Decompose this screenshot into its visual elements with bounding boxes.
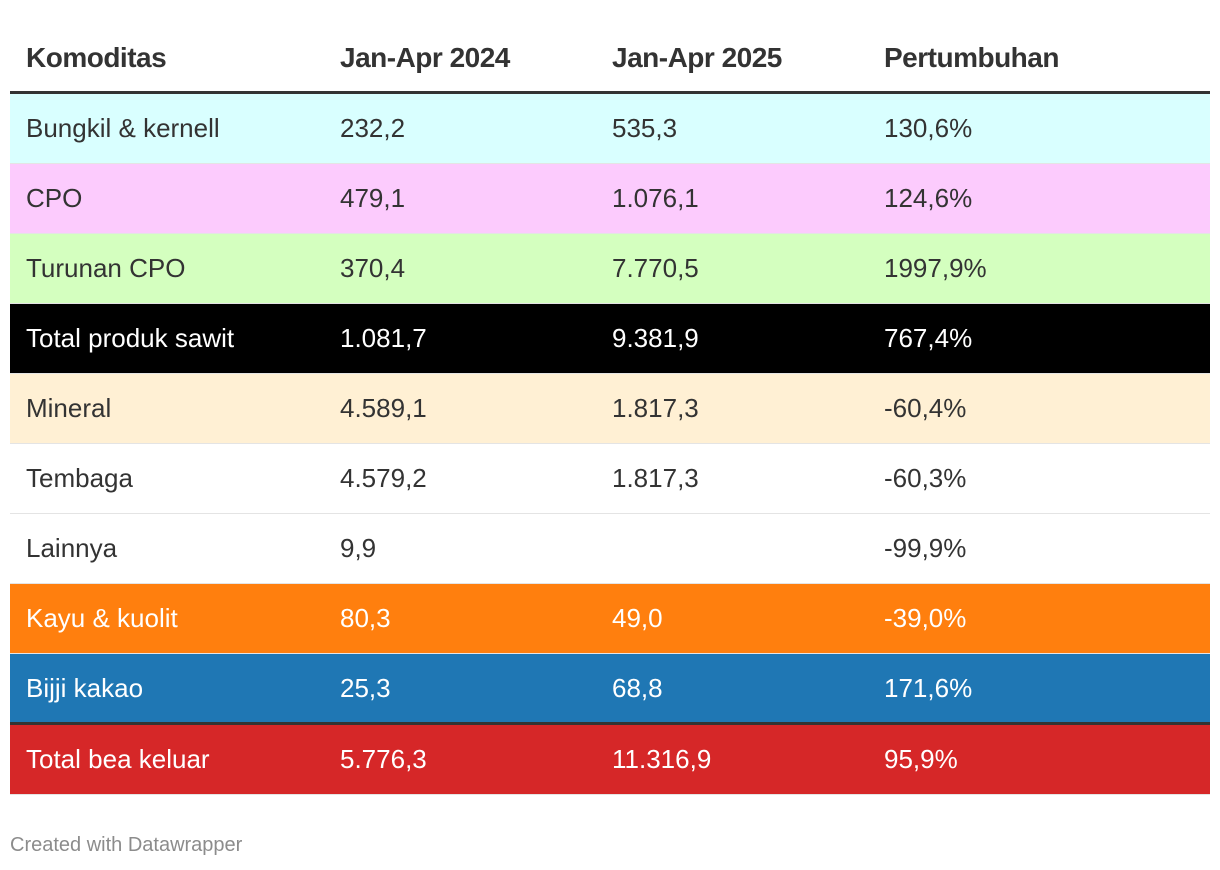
table-row: Turunan CPO 370,4 7.770,5 1997,9% (10, 234, 1210, 304)
value-2025-cell: 9.381,9 (612, 323, 699, 353)
table-row: Total produk sawit 1.081,7 9.381,9 767,4% (10, 304, 1210, 374)
commodity-cell: Total produk sawit (26, 323, 235, 353)
table-header: Komoditas Jan-Apr 2024 Jan-Apr 2025 Pert… (10, 24, 1210, 94)
growth-cell: -60,3% (884, 463, 967, 493)
table-row: Mineral 4.589,1 1.817,3 -60,4% (10, 374, 1210, 444)
commodity-cell: Bijji kakao (26, 672, 144, 703)
commodity-cell: Mineral (26, 393, 112, 423)
value-2024-cell: 4.589,1 (340, 393, 427, 423)
table-row: Kayu & kuolit 80,3 49,0 -39,0% (10, 584, 1210, 654)
header-jan-apr-2025: Jan-Apr 2025 (612, 41, 782, 73)
value-2024-cell: 4.579,2 (340, 463, 427, 493)
value-2024-cell: 232,2 (340, 113, 406, 143)
table-row: Bungkil & kernell 232,2 535,3 130,6% (10, 94, 1210, 164)
commodity-cell: Kayu & kuolit (26, 603, 178, 633)
commodity-cell: Bungkil & kernell (26, 113, 220, 143)
value-2024-cell: 25,3 (340, 672, 391, 703)
value-2024-cell: 9,9 (340, 533, 377, 563)
value-2024-cell: 1.081,7 (340, 323, 427, 353)
commodity-cell: CPO (26, 183, 83, 213)
growth-cell: 767,4% (884, 323, 973, 353)
growth-cell: 95,9% (884, 744, 958, 774)
value-2025-cell: 535,3 (612, 113, 678, 143)
growth-cell: -99,9% (884, 533, 967, 563)
header-jan-apr-2024: Jan-Apr 2024 (340, 41, 510, 73)
data-table: Komoditas Jan-Apr 2024 Jan-Apr 2025 Pert… (10, 24, 1210, 795)
commodity-cell: Turunan CPO (26, 253, 186, 283)
commodity-cell: Lainnya (26, 533, 118, 563)
header-komoditas: Komoditas (26, 41, 167, 73)
growth-cell: 124,6% (884, 183, 973, 213)
table-row: CPO 479,1 1.076,1 124,6% (10, 164, 1210, 234)
growth-cell: -39,0% (884, 603, 967, 633)
value-2025-cell: 49,0 (612, 603, 663, 633)
value-2024-cell: 370,4 (340, 253, 406, 283)
table-row: Bijji kakao 25,3 68,8 171,6% (10, 654, 1210, 725)
value-2025-cell: 68,8 (612, 672, 663, 703)
value-2025-cell: 1.817,3 (612, 393, 699, 423)
value-2024-cell: 479,1 (340, 183, 406, 213)
value-2025-cell: 1.076,1 (612, 183, 699, 213)
table-row: Lainnya 9,9 -99,9% (10, 514, 1210, 584)
growth-cell: 171,6% (884, 672, 973, 703)
value-2025-cell: 7.770,5 (612, 253, 699, 283)
table-body: Bungkil & kernell 232,2 535,3 130,6% CPO 479,… (10, 94, 1210, 795)
commodity-cell: Total bea keluar (26, 744, 210, 774)
commodity-cell: Tembaga (26, 463, 133, 493)
growth-cell: 130,6% (884, 113, 973, 143)
growth-cell: 1997,9% (884, 253, 987, 283)
growth-cell: -60,4% (884, 393, 967, 423)
value-2024-cell: 80,3 (340, 603, 391, 633)
value-2024-cell: 5.776,3 (340, 744, 427, 774)
value-2025-cell: 11.316,9 (612, 744, 712, 774)
value-2025-cell: 1.817,3 (612, 463, 699, 493)
header-pertumbuhan: Pertumbuhan (884, 41, 1059, 73)
table-row: Total bea keluar 5.776,3 11.316,9 95,9% (10, 725, 1210, 795)
footer-credit: Created with Datawrapper (10, 834, 243, 856)
table-row: Tembaga 4.579,2 1.817,3 -60,3% (10, 444, 1210, 514)
